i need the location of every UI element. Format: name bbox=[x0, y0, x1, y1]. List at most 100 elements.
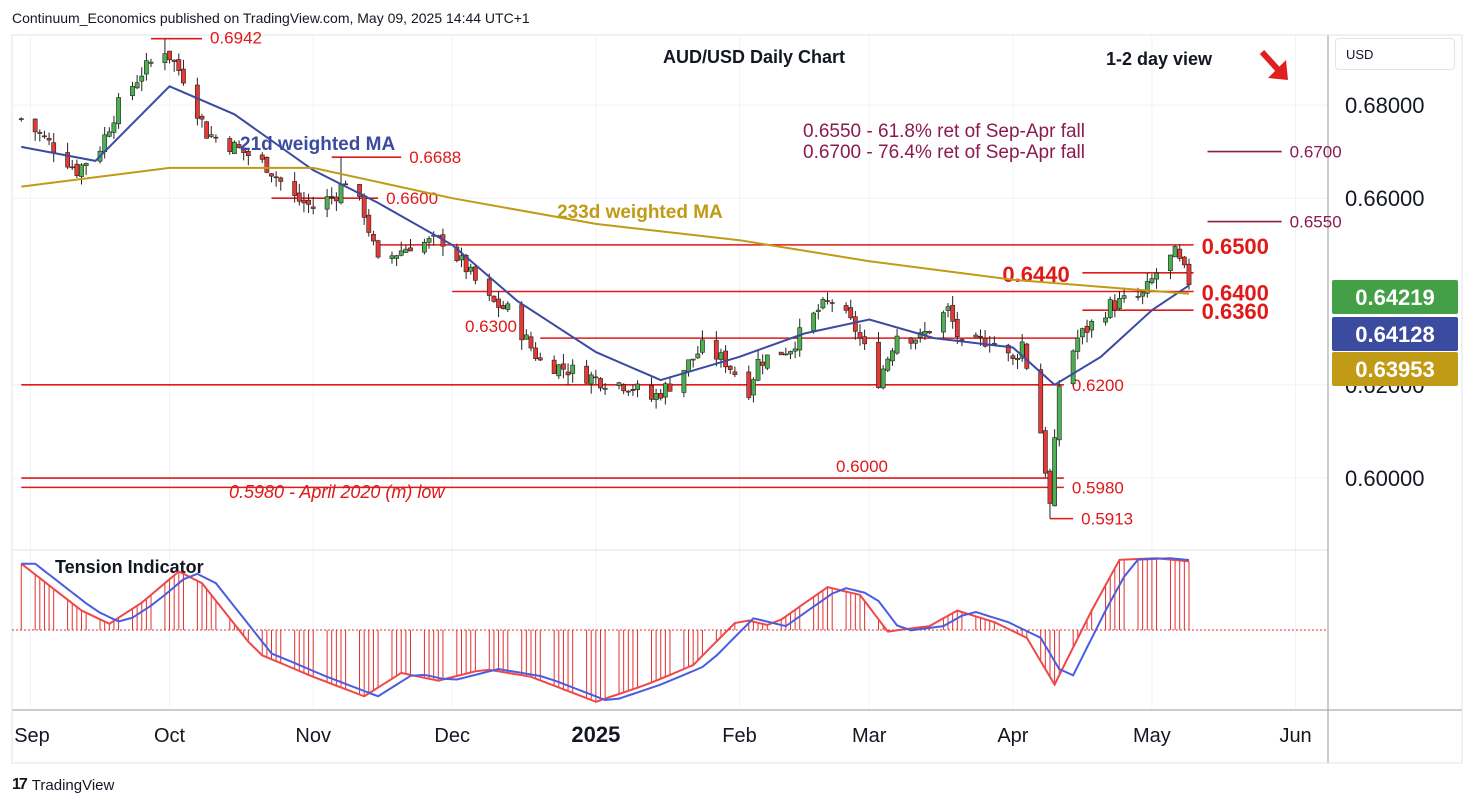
candle bbox=[890, 348, 895, 366]
candle bbox=[454, 243, 460, 263]
candle-body bbox=[69, 166, 75, 169]
brand-name: TradingView bbox=[31, 776, 115, 794]
candle bbox=[945, 303, 951, 318]
candle-body bbox=[505, 303, 511, 310]
candle bbox=[292, 172, 298, 203]
candle bbox=[662, 381, 668, 405]
candle bbox=[649, 377, 654, 402]
candle bbox=[1052, 429, 1057, 507]
candle bbox=[1144, 273, 1150, 298]
candle bbox=[723, 345, 728, 373]
candle bbox=[876, 332, 881, 389]
candle-body bbox=[598, 378, 603, 389]
candle bbox=[922, 321, 928, 341]
ma233-price-tag: 0.63953 bbox=[1355, 357, 1435, 382]
candle-body bbox=[106, 131, 112, 137]
candle bbox=[213, 134, 219, 143]
currency-selector[interactable]: USD bbox=[1335, 38, 1455, 70]
candle bbox=[69, 159, 75, 170]
candle-body bbox=[913, 339, 918, 344]
candle-body bbox=[292, 181, 298, 196]
candle-body bbox=[732, 371, 738, 375]
candle-body bbox=[788, 351, 793, 355]
candle-body bbox=[843, 305, 849, 311]
candle bbox=[46, 132, 52, 146]
candle bbox=[259, 152, 265, 164]
level-label-0.6600: 0.6600 bbox=[386, 189, 438, 208]
candle-body bbox=[199, 115, 205, 120]
candle-body bbox=[1052, 437, 1057, 507]
candle-body bbox=[232, 141, 237, 155]
candle-body bbox=[259, 154, 265, 160]
candle-body bbox=[491, 295, 497, 302]
candle bbox=[913, 339, 918, 350]
candle-body bbox=[329, 196, 335, 198]
last-price-tag: 0.64219 bbox=[1355, 285, 1435, 310]
candle bbox=[857, 324, 863, 346]
candle bbox=[459, 247, 464, 268]
view-label: 1-2 day view bbox=[1106, 49, 1213, 69]
candle bbox=[690, 358, 696, 368]
candle bbox=[681, 370, 687, 398]
candle bbox=[630, 384, 636, 396]
level-label-0.6400: 0.6400 bbox=[1202, 281, 1269, 306]
candle-body bbox=[792, 348, 798, 352]
candle-body bbox=[1168, 254, 1173, 271]
candle-body bbox=[1047, 470, 1053, 504]
candle-body bbox=[130, 86, 135, 96]
candle bbox=[143, 53, 149, 81]
candle bbox=[829, 299, 835, 313]
grid bbox=[11, 34, 1463, 764]
candle bbox=[894, 329, 900, 355]
candle-body bbox=[227, 138, 233, 153]
level-label-0.6200: 0.6200 bbox=[1072, 376, 1124, 395]
candle-body bbox=[760, 361, 766, 366]
down-right-arrow-icon bbox=[1259, 49, 1288, 80]
ma233-line bbox=[21, 166, 1190, 295]
candle bbox=[426, 236, 432, 249]
publisher-header: Continuum_Economics published on Trading… bbox=[12, 10, 530, 26]
candle-body bbox=[941, 312, 946, 333]
candle-body bbox=[301, 199, 307, 204]
candle bbox=[862, 329, 868, 350]
candle-body bbox=[208, 134, 214, 137]
candle-body bbox=[635, 383, 640, 390]
candle-body bbox=[1024, 343, 1030, 369]
axes: 0.680000.660000.620000.60000SepOctNovDec… bbox=[14, 93, 1458, 747]
candle-body bbox=[820, 299, 826, 309]
candle-body bbox=[171, 59, 177, 62]
candles bbox=[18, 38, 1192, 519]
candle-body bbox=[343, 183, 349, 186]
candle bbox=[621, 383, 627, 395]
ma21-price-tag-bg bbox=[1332, 317, 1458, 351]
candle-body bbox=[79, 164, 84, 177]
candle bbox=[398, 241, 404, 257]
candle-body bbox=[338, 183, 344, 204]
ma21-line bbox=[21, 85, 1190, 387]
candle bbox=[227, 136, 233, 155]
candle-body bbox=[537, 357, 543, 361]
candle bbox=[32, 118, 38, 141]
candle bbox=[1107, 296, 1113, 320]
candle-body bbox=[857, 332, 863, 339]
candle-body bbox=[751, 379, 756, 396]
candle-body bbox=[1038, 369, 1044, 434]
candle-body bbox=[375, 240, 381, 258]
fib-label-0.6550: 0.6550 bbox=[1290, 213, 1342, 232]
candle bbox=[245, 147, 251, 166]
candle bbox=[1186, 258, 1192, 290]
tradingview-brand[interactable]: 17 TradingView bbox=[12, 776, 114, 794]
fib-annotation-6700: 0.6700 - 76.4% ret of Sep-Apr fall bbox=[803, 142, 1085, 163]
candle bbox=[792, 341, 798, 359]
candle-body bbox=[1117, 298, 1122, 310]
candle-body bbox=[1177, 248, 1183, 259]
candle-body bbox=[194, 84, 200, 119]
candle bbox=[1181, 256, 1187, 269]
ma21-annotation: 21d weighted MA bbox=[240, 134, 395, 155]
candle-body bbox=[815, 309, 821, 312]
candle-body bbox=[51, 142, 57, 153]
candle-body bbox=[528, 336, 534, 349]
candle bbox=[264, 156, 270, 174]
candle bbox=[598, 377, 603, 392]
